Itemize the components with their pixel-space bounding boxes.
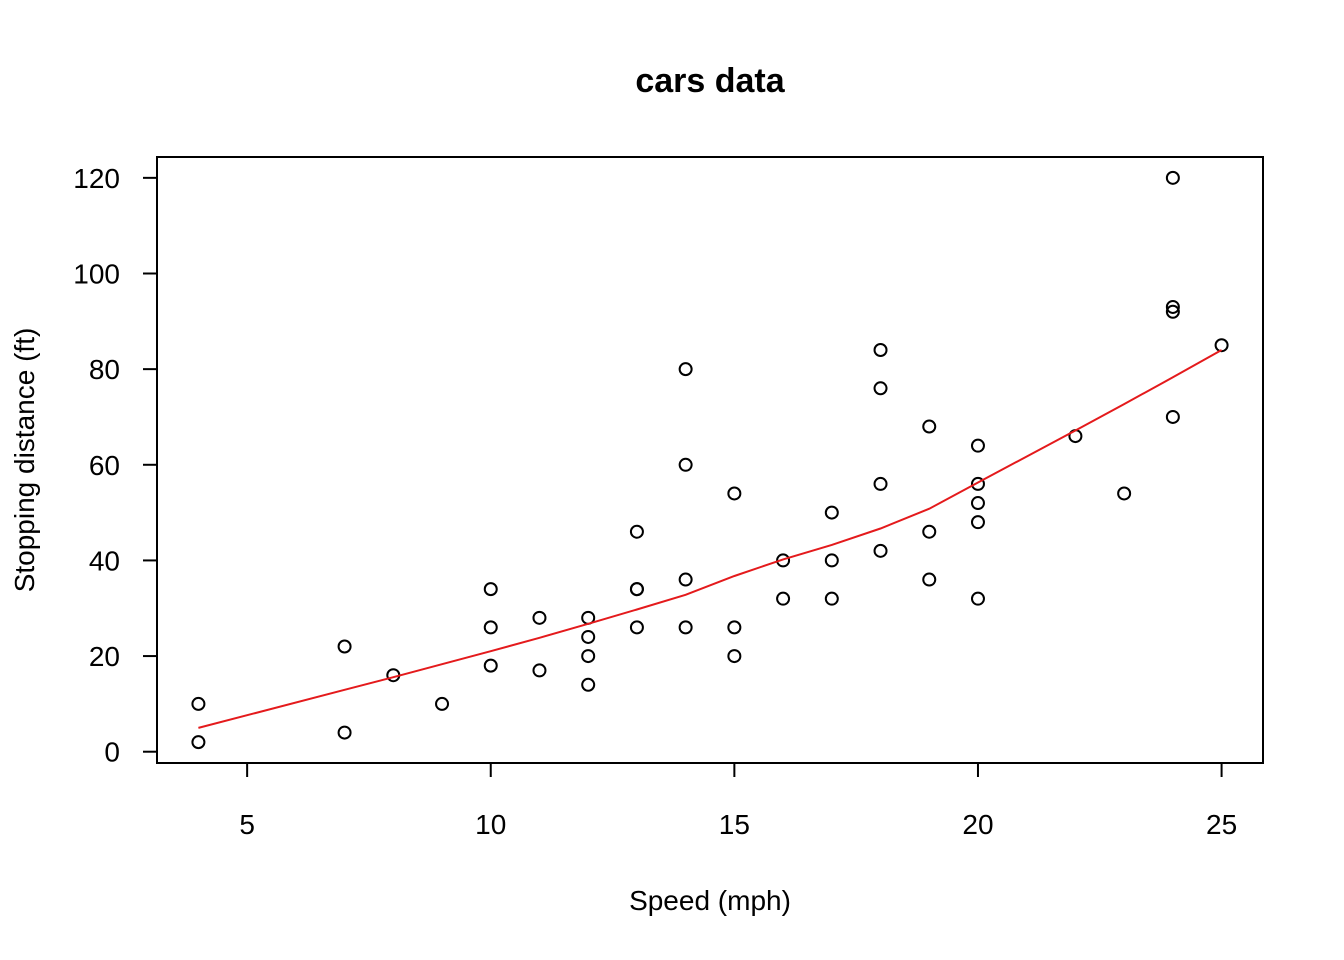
data-point bbox=[191, 735, 206, 750]
data-point bbox=[824, 505, 839, 520]
x-tick-label: 25 bbox=[1206, 809, 1237, 840]
y-tick-label: 20 bbox=[89, 641, 120, 672]
y-tick-label: 80 bbox=[89, 354, 120, 385]
y-axis-label: Stopping distance (ft) bbox=[9, 328, 40, 593]
y-tick-label: 60 bbox=[89, 450, 120, 481]
data-point bbox=[970, 496, 985, 511]
data-point bbox=[678, 620, 693, 635]
x-axis-label: Speed (mph) bbox=[629, 885, 791, 916]
data-point bbox=[970, 476, 985, 491]
data-point bbox=[1165, 299, 1180, 314]
data-point bbox=[1117, 486, 1132, 501]
x-tick-label: 20 bbox=[962, 809, 993, 840]
data-point bbox=[337, 725, 352, 740]
data-point bbox=[824, 553, 839, 568]
data-points bbox=[191, 170, 1229, 750]
data-point bbox=[337, 639, 352, 654]
data-point bbox=[970, 515, 985, 530]
data-point bbox=[873, 476, 888, 491]
data-point bbox=[629, 524, 644, 539]
data-point bbox=[1214, 338, 1229, 353]
data-point bbox=[776, 591, 791, 606]
data-point bbox=[532, 610, 547, 625]
data-point bbox=[629, 582, 644, 597]
data-point bbox=[532, 663, 547, 678]
data-point bbox=[191, 696, 206, 711]
y-tick-label: 0 bbox=[104, 737, 120, 768]
data-point bbox=[581, 649, 596, 664]
x-axis: 5 10 15 20 25 bbox=[239, 762, 1237, 840]
data-point bbox=[922, 419, 937, 434]
data-point bbox=[824, 591, 839, 606]
x-tick-label: 5 bbox=[239, 809, 255, 840]
data-point bbox=[1165, 409, 1180, 424]
data-point bbox=[483, 620, 498, 635]
data-point bbox=[873, 543, 888, 558]
data-point bbox=[483, 582, 498, 597]
data-point bbox=[483, 658, 498, 673]
data-point bbox=[629, 620, 644, 635]
data-point bbox=[727, 649, 742, 664]
data-point bbox=[678, 362, 693, 377]
smooth-curve-group bbox=[198, 349, 1223, 729]
y-tick-label: 100 bbox=[73, 258, 120, 289]
data-point bbox=[581, 629, 596, 644]
data-point bbox=[970, 591, 985, 606]
data-point bbox=[1165, 170, 1180, 185]
x-tick-label: 10 bbox=[475, 809, 506, 840]
data-point bbox=[970, 438, 985, 453]
data-point bbox=[1165, 304, 1180, 319]
data-point bbox=[727, 620, 742, 635]
chart-title: cars data bbox=[635, 62, 785, 100]
data-point bbox=[678, 457, 693, 472]
data-point bbox=[873, 343, 888, 358]
smooth-line bbox=[198, 349, 1223, 729]
y-tick-label: 40 bbox=[89, 545, 120, 576]
data-point bbox=[727, 486, 742, 501]
data-point bbox=[678, 572, 693, 587]
x-tick-label: 15 bbox=[719, 809, 750, 840]
y-axis: 0 20 40 60 80 100 120 bbox=[73, 163, 158, 768]
data-point bbox=[435, 696, 450, 711]
data-point bbox=[581, 677, 596, 692]
plot-frame bbox=[156, 156, 1264, 764]
data-point bbox=[873, 381, 888, 396]
data-point bbox=[922, 524, 937, 539]
y-tick-label: 120 bbox=[73, 163, 120, 194]
data-point bbox=[922, 572, 937, 587]
